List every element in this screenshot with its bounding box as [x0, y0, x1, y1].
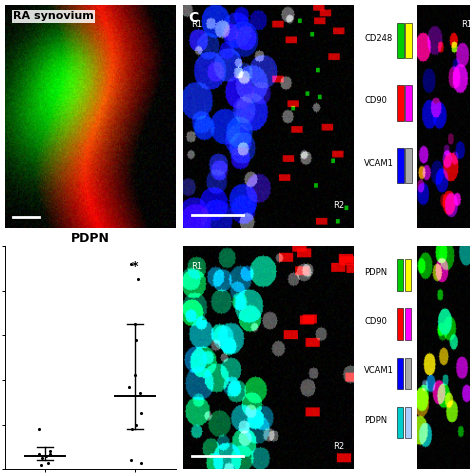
Title: PDPN: PDPN	[71, 232, 109, 245]
Point	[131, 320, 139, 328]
Point	[137, 459, 145, 466]
Point	[46, 450, 54, 457]
FancyBboxPatch shape	[397, 259, 403, 291]
Text: R2: R2	[333, 201, 345, 210]
Point	[37, 461, 45, 469]
FancyBboxPatch shape	[397, 148, 404, 183]
FancyBboxPatch shape	[404, 309, 411, 340]
FancyBboxPatch shape	[404, 259, 411, 291]
Text: RA synovium: RA synovium	[13, 11, 94, 21]
Point	[132, 336, 139, 344]
FancyBboxPatch shape	[405, 23, 412, 58]
Point	[128, 425, 136, 433]
Point	[136, 390, 143, 397]
FancyBboxPatch shape	[397, 309, 403, 340]
Text: R1: R1	[191, 262, 203, 271]
FancyBboxPatch shape	[397, 407, 403, 438]
Text: R1: R1	[461, 20, 473, 29]
FancyBboxPatch shape	[404, 407, 411, 438]
Text: CD90: CD90	[364, 96, 387, 105]
Point	[42, 452, 49, 460]
Text: C: C	[188, 11, 199, 26]
Text: CD90: CD90	[364, 318, 387, 327]
FancyBboxPatch shape	[397, 357, 403, 389]
FancyBboxPatch shape	[404, 357, 411, 389]
Point	[36, 425, 43, 433]
Text: VCAM1: VCAM1	[364, 159, 394, 168]
FancyBboxPatch shape	[405, 85, 412, 121]
Point	[35, 450, 43, 457]
Point	[127, 260, 135, 268]
FancyBboxPatch shape	[405, 148, 412, 183]
Text: CD248: CD248	[364, 34, 392, 43]
Text: PDPN: PDPN	[364, 268, 387, 277]
FancyBboxPatch shape	[397, 23, 404, 58]
Text: R2: R2	[333, 442, 345, 451]
Text: *: *	[132, 260, 138, 273]
Point	[125, 383, 133, 391]
Point	[38, 454, 46, 462]
Point	[135, 276, 142, 283]
Text: VCAM1: VCAM1	[364, 366, 394, 375]
Point	[46, 447, 54, 455]
Point	[45, 459, 52, 466]
Point	[132, 372, 139, 379]
FancyBboxPatch shape	[397, 85, 404, 121]
Point	[137, 410, 145, 417]
Point	[127, 456, 134, 464]
Point	[133, 421, 140, 428]
Text: PDPN: PDPN	[364, 416, 387, 425]
Text: R1: R1	[191, 20, 203, 29]
